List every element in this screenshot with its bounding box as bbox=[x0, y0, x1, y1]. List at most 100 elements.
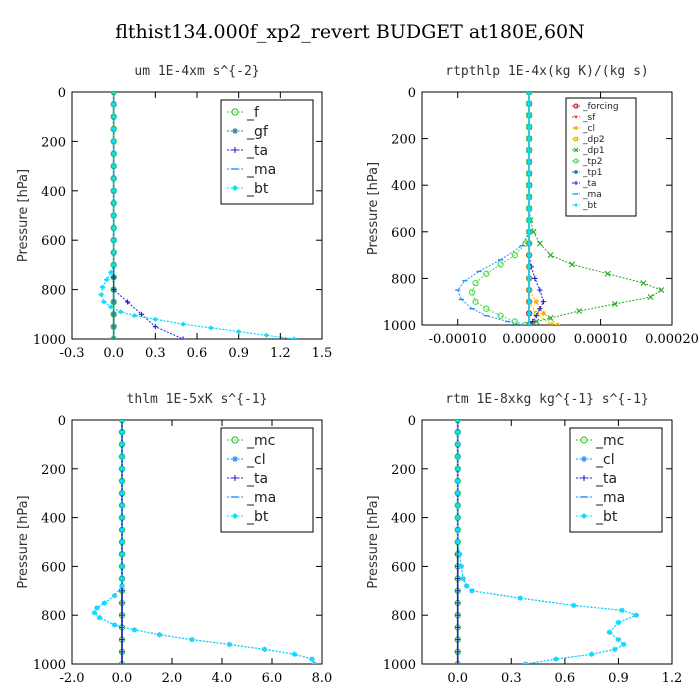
y-axis-label: Pressure [hPa] bbox=[366, 162, 381, 255]
legend-swatch-marker bbox=[574, 203, 578, 207]
data-point bbox=[621, 641, 627, 648]
legend-swatch-marker bbox=[232, 128, 238, 134]
data-point bbox=[553, 656, 559, 662]
x-tick-label: 1.2 bbox=[270, 346, 291, 361]
data-point bbox=[119, 661, 125, 664]
legend-swatch-marker bbox=[232, 456, 238, 462]
legend-swatch-marker bbox=[573, 103, 579, 109]
data-point bbox=[606, 629, 613, 635]
legend-entry: _bt bbox=[246, 181, 269, 197]
y-tick-label: 0 bbox=[408, 414, 416, 429]
data-point bbox=[226, 641, 233, 648]
data-point bbox=[526, 240, 532, 247]
data-point bbox=[537, 306, 543, 312]
legend-entry: _bt bbox=[246, 509, 269, 525]
data-point bbox=[612, 646, 618, 652]
legend-entry: _cl bbox=[595, 452, 615, 468]
y-tick-label: 800 bbox=[391, 272, 416, 287]
data-point bbox=[119, 583, 125, 589]
data-point bbox=[458, 563, 464, 569]
legend-swatch-marker bbox=[232, 475, 238, 481]
data-point bbox=[633, 612, 639, 618]
legend-swatch-marker bbox=[232, 185, 238, 191]
data-point bbox=[236, 328, 242, 335]
data-point bbox=[180, 321, 186, 327]
data-point bbox=[455, 539, 461, 545]
data-point bbox=[526, 299, 532, 305]
y-tick-label: 400 bbox=[41, 512, 66, 527]
legend-box bbox=[565, 97, 637, 217]
data-point bbox=[569, 261, 575, 268]
x-tick-label: 0.0 bbox=[447, 671, 468, 686]
series-line bbox=[113, 92, 184, 339]
data-point bbox=[111, 175, 117, 182]
legend-entry: _sf bbox=[582, 113, 596, 123]
data-point bbox=[291, 651, 298, 657]
data-point bbox=[526, 252, 532, 258]
data-point bbox=[455, 490, 461, 496]
data-point bbox=[455, 429, 461, 435]
data-point bbox=[526, 217, 532, 223]
data-point bbox=[547, 252, 554, 259]
data-point bbox=[261, 646, 268, 652]
data-point bbox=[111, 274, 117, 280]
x-tick-label: 0.3 bbox=[501, 671, 522, 686]
data-point bbox=[640, 280, 647, 287]
data-point bbox=[91, 610, 98, 616]
series-line bbox=[457, 92, 530, 325]
data-point bbox=[547, 322, 554, 325]
data-point bbox=[604, 270, 611, 277]
plot-area bbox=[98, 92, 297, 339]
data-point bbox=[483, 305, 490, 312]
legend-entry: _ta bbox=[246, 471, 268, 487]
data-point bbox=[124, 299, 131, 305]
data-point bbox=[455, 454, 461, 460]
legend-entry: _bt bbox=[582, 201, 597, 211]
y-tick-label: 600 bbox=[41, 560, 66, 575]
data-point bbox=[111, 126, 117, 132]
data-point bbox=[111, 299, 117, 305]
data-point bbox=[526, 101, 532, 107]
data-point bbox=[111, 622, 118, 628]
data-point bbox=[208, 325, 214, 331]
data-point bbox=[526, 147, 532, 153]
data-point bbox=[111, 163, 117, 169]
data-point bbox=[263, 332, 270, 338]
data-point bbox=[468, 289, 476, 296]
data-point bbox=[483, 270, 490, 277]
data-point bbox=[119, 454, 125, 460]
data-point bbox=[456, 551, 463, 557]
y-tick-label: 0 bbox=[408, 86, 416, 101]
data-point bbox=[455, 515, 461, 521]
data-point bbox=[108, 304, 114, 310]
plot-area bbox=[455, 92, 665, 325]
legend: _mc _cl _ta _ma _bt bbox=[220, 427, 314, 533]
data-point bbox=[455, 600, 461, 606]
data-point bbox=[119, 466, 125, 472]
plot-frame bbox=[421, 419, 673, 665]
data-point bbox=[533, 318, 540, 325]
data-point bbox=[94, 605, 100, 611]
data-point bbox=[111, 92, 117, 95]
data-point bbox=[131, 312, 138, 319]
figure-title: flthist134.000f_xp2_revert BUDGET at180E… bbox=[115, 21, 585, 43]
data-point bbox=[119, 612, 125, 618]
legend-entry: _ta bbox=[582, 179, 597, 189]
data-point bbox=[526, 136, 532, 142]
x-tick-label: 0.3 bbox=[145, 346, 166, 361]
data-point bbox=[455, 466, 461, 472]
x-tick-label: -2.0 bbox=[59, 671, 84, 686]
x-tick-label: 0.9 bbox=[228, 346, 249, 361]
data-point bbox=[615, 619, 622, 626]
data-point bbox=[455, 624, 461, 630]
y-axis-label: Pressure [hPa] bbox=[366, 495, 381, 588]
chart-panel: rtm 1E-8xkg kg^{-1} s^{-1} Pressure [hPa]… bbox=[366, 392, 682, 686]
data-point bbox=[119, 478, 125, 484]
y-tick-label: 1000 bbox=[383, 658, 416, 673]
plot-area bbox=[454, 420, 639, 664]
data-point bbox=[455, 661, 461, 664]
y-tick-label: 0 bbox=[58, 86, 66, 101]
data-point bbox=[111, 188, 117, 194]
legend-swatch-marker bbox=[573, 158, 579, 164]
legend: _forcing_sf_cl_dp2_dp1_tp2_tp1_ta_ma_bt bbox=[565, 97, 637, 217]
